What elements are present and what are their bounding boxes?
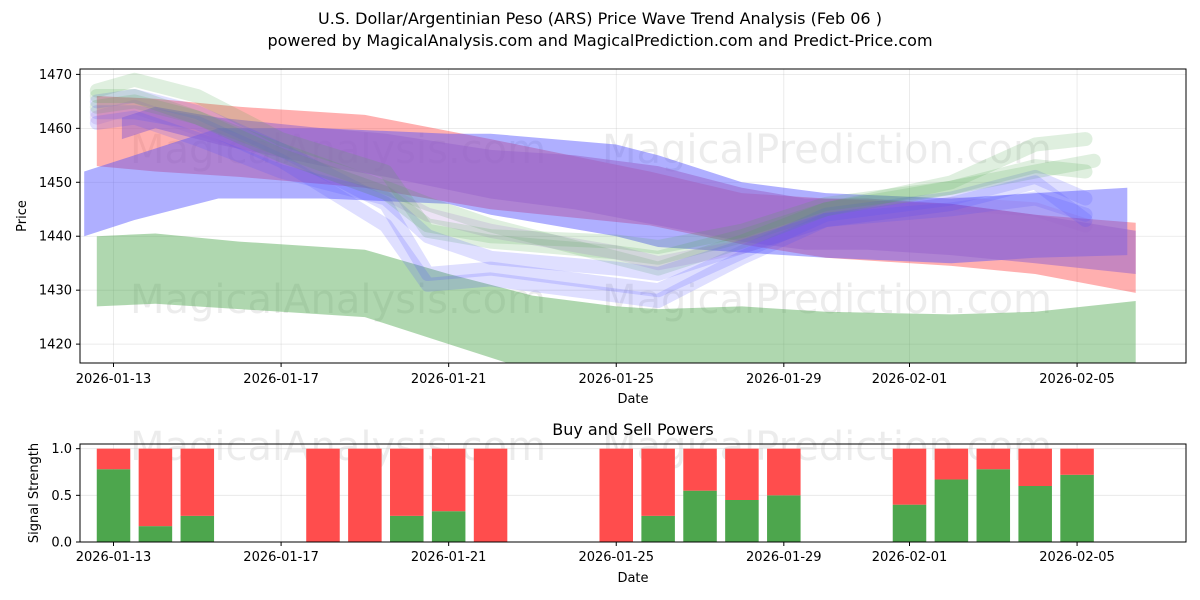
sell-bar-2026-01-28 [725, 448, 759, 500]
price-y-axis-label: Price [15, 200, 30, 232]
sell-bar-2026-01-29 [767, 448, 801, 496]
sell-bar-2026-02-04 [1018, 448, 1052, 486]
powers-plot-area [96, 448, 1094, 542]
watermark-main-3: MagicalAnalysis.com [130, 277, 546, 323]
price-y-tick-3: 1450 [39, 176, 72, 191]
price-x-tick-5: 2026-02-01 [872, 372, 948, 387]
buy-bar-2026-02-04 [1018, 486, 1052, 542]
price-x-tick-0: 2026-01-13 [76, 372, 152, 387]
price-x-tick-6: 2026-02-05 [1039, 372, 1115, 387]
wave-line-0 [89, 72, 1093, 265]
buy-bar-2026-01-26 [641, 515, 675, 542]
buy-bar-2026-01-28 [725, 500, 759, 542]
price-plot-frame [79, 68, 1187, 364]
powers-y-tick-1: 0.5 [51, 489, 72, 504]
powers-y-tick-2: 1.0 [51, 442, 72, 457]
price-y-tick-5: 1470 [39, 68, 72, 83]
sell-bar-2026-01-26 [641, 448, 675, 516]
powers-x-tick-3: 2026-01-25 [578, 550, 654, 565]
chart-subtitle: powered by MagicalAnalysis.com and Magic… [267, 31, 933, 50]
price-y-tick-0: 1420 [39, 338, 72, 353]
wave-line-1 [89, 89, 1093, 298]
buy-bar-2026-02-02 [934, 479, 969, 542]
sell-bar-2026-02-03 [976, 448, 1011, 470]
sell-bar-2026-01-20 [390, 448, 424, 516]
sell-bar-2026-02-02 [934, 448, 969, 480]
sell-bar-2026-01-22 [473, 448, 508, 542]
buy-bar-2026-01-13 [96, 469, 131, 542]
buy-bar-2026-02-01 [892, 504, 927, 542]
sell-bar-2026-01-21 [431, 448, 466, 512]
buy-bar-2026-01-27 [683, 490, 717, 542]
powers-x-tick-5: 2026-02-01 [872, 550, 948, 565]
sell-bar-2026-01-25 [599, 448, 633, 542]
price-y-tick-4: 1460 [39, 122, 72, 137]
watermark-main-4: MagicalPrediction.com [602, 277, 1052, 323]
band-green-band-low [96, 233, 1136, 363]
sell-bar-2026-01-27 [683, 448, 717, 491]
price-y-tick-1: 1430 [39, 284, 72, 299]
wave-line-6 [89, 89, 1093, 254]
buy-bar-2026-02-03 [976, 469, 1011, 542]
watermark-main-2: MagicalPrediction.com [602, 127, 1052, 173]
sell-bar-2026-01-18 [306, 448, 340, 542]
buy-bar-2026-01-21 [431, 511, 466, 542]
sell-bar-2026-01-14 [138, 448, 173, 527]
powers-x-tick-4: 2026-01-29 [746, 550, 822, 565]
sell-bar-2026-01-15 [180, 448, 215, 516]
wave-line-2 [89, 105, 1093, 308]
price-plot-area [80, 69, 1186, 363]
price-y-tick-2: 1440 [39, 230, 72, 245]
sell-bar-2026-02-01 [892, 448, 927, 505]
powers-x-tick-6: 2026-02-05 [1039, 550, 1115, 565]
price-x-tick-1: 2026-01-17 [243, 372, 319, 387]
price-x-tick-3: 2026-01-25 [578, 372, 654, 387]
powers-y-axis: 0.0 0.5 1.0 [51, 442, 80, 551]
powers-x-axis: 2026-01-13 2026-01-17 2026-01-21 2026-01-25… [76, 542, 1115, 565]
buy-bar-2026-02-05 [1060, 474, 1094, 542]
powers-y-tick-0: 0.0 [51, 536, 72, 551]
wave-line-3 [89, 94, 1101, 276]
powers-plot-frame [79, 443, 1187, 543]
price-y-axis: 1420 1430 1440 1450 1460 1470 [39, 68, 80, 353]
powers-x-tick-0: 2026-01-13 [76, 550, 152, 565]
powers-y-axis-label: Signal Strength [27, 443, 42, 543]
buy-bar-2026-01-14 [138, 526, 173, 542]
powers-chart-title: Buy and Sell Powers [552, 420, 714, 439]
wave-line-4 [89, 99, 1093, 271]
wave-line-5 [89, 110, 1093, 281]
sell-bar-2026-01-13 [96, 448, 131, 470]
price-x-axis-label: Date [617, 392, 648, 407]
powers-x-axis-label: Date [617, 571, 648, 586]
band-purple-band [121, 106, 1136, 274]
chart-title: U.S. Dollar/Argentinian Peso (ARS) Price… [318, 9, 882, 28]
powers-x-tick-1: 2026-01-17 [243, 550, 319, 565]
buy-bar-2026-01-15 [180, 515, 215, 542]
buy-bar-2026-01-20 [390, 515, 424, 542]
price-x-tick-4: 2026-01-29 [746, 372, 822, 387]
sell-bar-2026-02-05 [1060, 448, 1094, 475]
powers-x-tick-2: 2026-01-21 [411, 550, 487, 565]
price-x-tick-2: 2026-01-21 [411, 372, 487, 387]
buy-bar-2026-01-29 [767, 495, 801, 542]
sell-bar-2026-01-19 [348, 448, 382, 542]
price-x-axis: 2026-01-13 2026-01-17 2026-01-21 2026-01-25… [76, 363, 1115, 387]
